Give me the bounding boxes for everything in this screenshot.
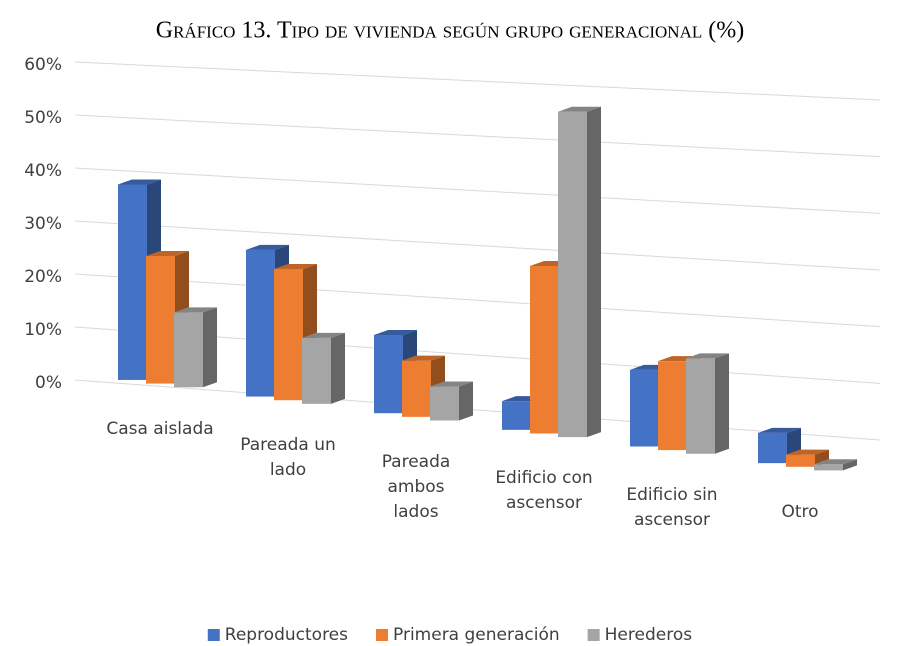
bar-top [686, 353, 729, 359]
chart-title: Gráfico 13. Tipo de vivienda según grupo… [156, 18, 744, 44]
y-tick-label: 20% [24, 267, 62, 287]
legend-label: Primera generación [393, 625, 560, 645]
y-tick-label: 0% [35, 373, 62, 393]
bar-front [758, 432, 787, 464]
bar-top [118, 179, 161, 185]
x-tick-label: Edificio con ascensor [495, 468, 593, 514]
x-tick-label: Otro [781, 501, 819, 522]
y-tick-label: 10% [24, 320, 62, 340]
bar [174, 307, 217, 388]
bar-top [558, 106, 601, 112]
bar-front [814, 464, 843, 471]
bar [146, 251, 189, 384]
bar [686, 353, 729, 454]
bar-top [274, 263, 317, 269]
bar-front [274, 268, 303, 401]
y-tick-label: 40% [24, 161, 62, 181]
bar [558, 106, 601, 438]
bar-top [430, 381, 473, 387]
bar-front [302, 337, 331, 404]
grid-line [74, 379, 881, 441]
bar-front [658, 361, 687, 451]
grid-line [74, 220, 881, 271]
grid-line [74, 61, 881, 101]
bar-front [502, 401, 531, 430]
x-tick-label: Edificio sin ascensor [626, 485, 718, 531]
bar [814, 459, 857, 471]
bar-front [402, 360, 431, 417]
bar-top [302, 332, 345, 338]
grid-line [74, 114, 881, 158]
bar-side [331, 332, 345, 404]
bar-top [758, 427, 801, 433]
bar-front [530, 265, 559, 434]
bar-side [203, 307, 217, 388]
bar-front [246, 249, 275, 397]
bar-side [843, 459, 857, 471]
y-tick-label: 30% [24, 214, 62, 234]
legend-label: Herederos [605, 625, 693, 645]
x-tick-label: Pareada ambos lados [381, 451, 451, 522]
bar-side [587, 106, 601, 438]
bar [758, 427, 801, 464]
bar-front [558, 111, 587, 438]
bar-top [174, 307, 217, 313]
bar-front [118, 184, 147, 380]
grid-line [74, 273, 881, 328]
bar-top [374, 329, 417, 335]
legend-label: Reproductores [225, 625, 348, 645]
bar-side [459, 381, 473, 421]
bar [430, 381, 473, 421]
bar-side [715, 353, 729, 454]
bar [302, 332, 345, 404]
bar-top [786, 449, 829, 455]
bar-top [146, 251, 189, 257]
legend-swatch [587, 629, 600, 641]
x-tick-label: Pareada un lado [240, 435, 336, 481]
grid-line [74, 167, 881, 214]
x-tick-label: Casa aislada [106, 418, 214, 439]
y-tick-label: 50% [24, 108, 62, 128]
bar-top [814, 459, 857, 465]
bar-front [430, 386, 459, 421]
bar-front [174, 312, 203, 388]
bar-front [786, 454, 815, 467]
legend: Reproductores Primera generación Herederos [207, 625, 693, 645]
bar-front [146, 256, 175, 384]
bar-front [374, 334, 403, 414]
legend-swatch [207, 629, 220, 641]
bar-top [402, 355, 445, 361]
legend-swatch [376, 629, 389, 641]
bar-front [686, 358, 715, 454]
bar-top [246, 244, 289, 250]
bar-front [630, 369, 659, 447]
y-tick-label: 60% [24, 55, 62, 75]
